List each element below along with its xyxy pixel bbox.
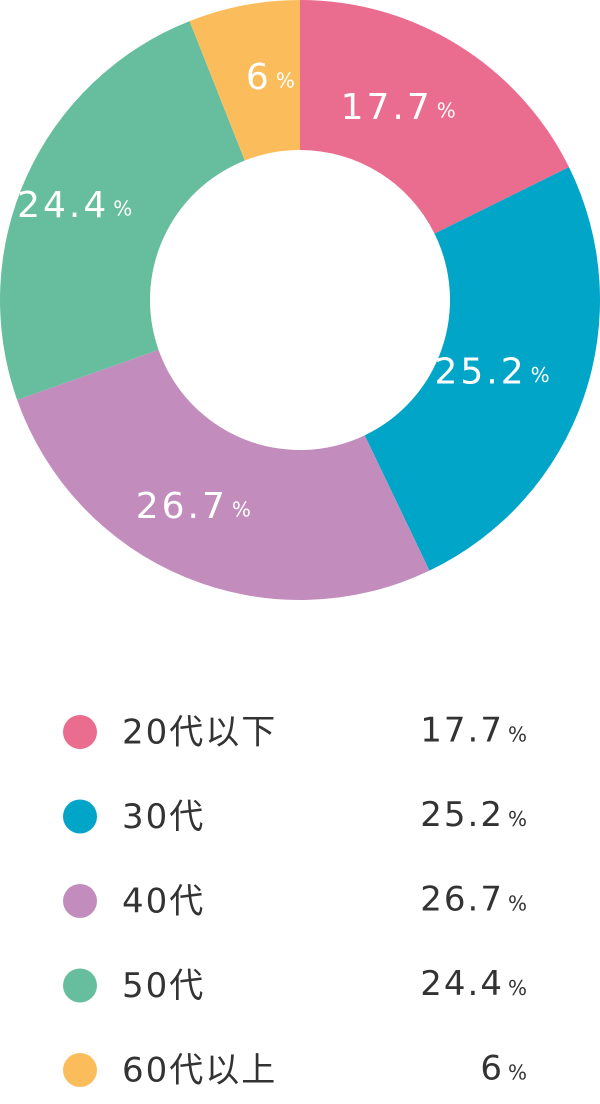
legend-value: 24.4 bbox=[420, 964, 504, 1004]
slice-label: 24.4 bbox=[17, 185, 109, 226]
legend-unit: % bbox=[508, 1061, 527, 1085]
legend-label: 30代 bbox=[122, 797, 205, 837]
legend-unit: % bbox=[508, 723, 527, 747]
legend-label: 20代以下 bbox=[122, 713, 277, 753]
slice-label-unit: % bbox=[437, 98, 456, 122]
legend-label: 50代 bbox=[122, 966, 205, 1006]
donut-slice bbox=[17, 349, 430, 600]
legend-swatch bbox=[63, 799, 97, 834]
slice-label-unit: % bbox=[232, 497, 251, 521]
donut-slice bbox=[0, 21, 245, 400]
donut-slice bbox=[364, 167, 600, 571]
donut-slice bbox=[300, 0, 569, 234]
slice-label: 17.7 bbox=[341, 87, 433, 128]
donut-slice bbox=[189, 0, 300, 161]
legend-swatch bbox=[63, 968, 97, 1003]
legend-value: 6 bbox=[480, 1049, 504, 1089]
legend-value: 25.2 bbox=[420, 795, 504, 835]
legend-label: 40代 bbox=[122, 882, 205, 922]
legend-unit: % bbox=[508, 892, 527, 916]
legend-unit: % bbox=[508, 807, 527, 831]
slice-label: 26.7 bbox=[136, 486, 228, 527]
slice-label: 6 bbox=[246, 57, 272, 98]
legend-value: 17.7 bbox=[420, 711, 504, 751]
legend-swatch bbox=[63, 715, 97, 749]
legend-value: 26.7 bbox=[420, 880, 504, 920]
slice-label-unit: % bbox=[113, 196, 132, 220]
slice-label: 25.2 bbox=[434, 352, 526, 393]
slice-label-unit: % bbox=[531, 363, 550, 387]
legend-swatch bbox=[63, 884, 97, 918]
legend-unit: % bbox=[508, 976, 527, 1000]
legend-label: 60代以上 bbox=[122, 1051, 277, 1091]
slice-label-unit: % bbox=[276, 68, 295, 92]
legend-swatch bbox=[63, 1053, 97, 1087]
